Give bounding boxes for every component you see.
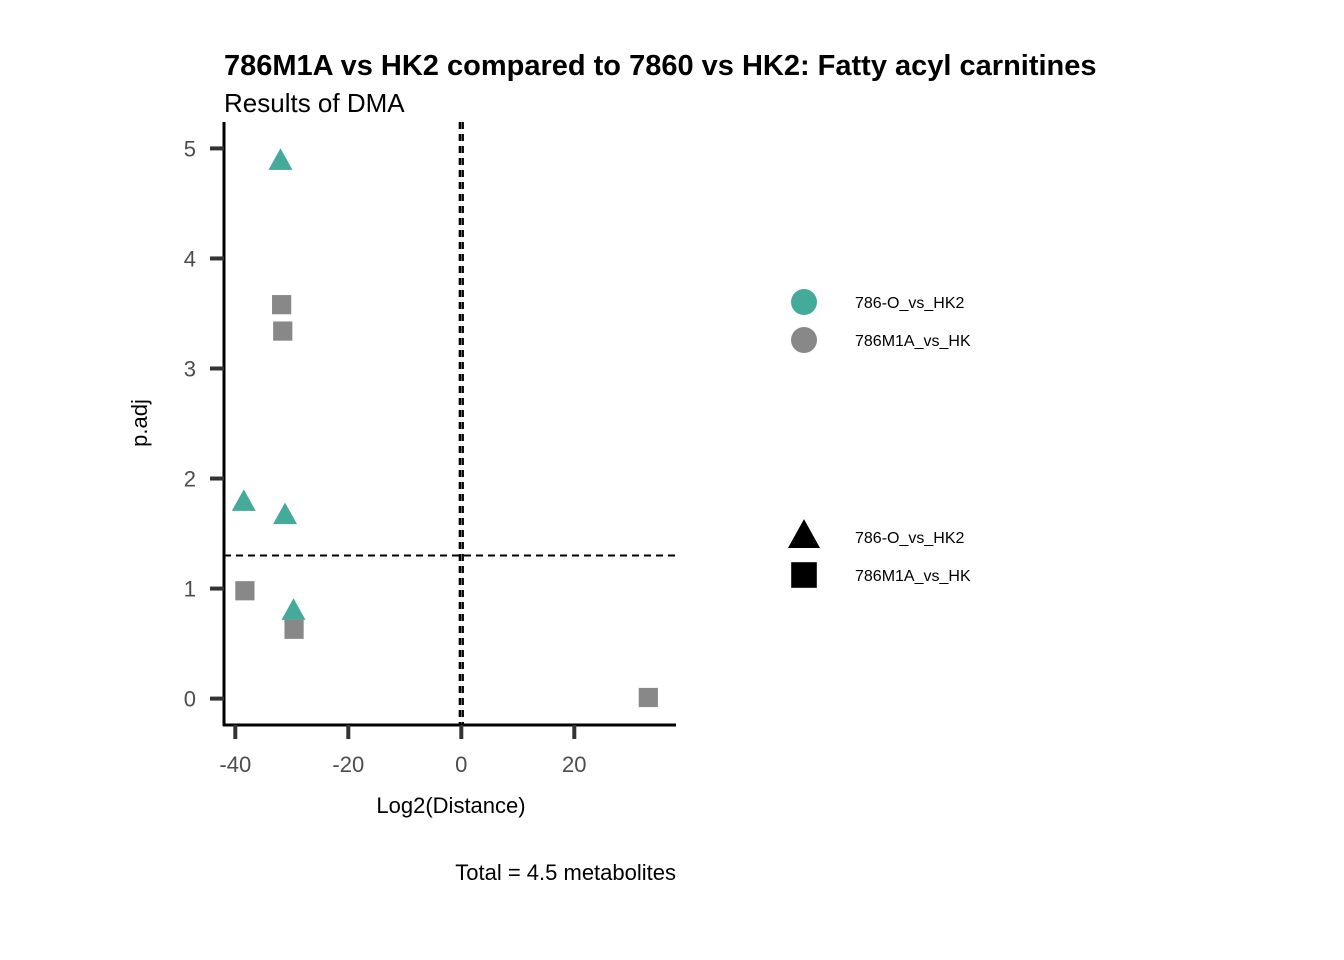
y-tick-label: 3 [184,356,196,381]
data-points [231,148,658,708]
legend-shape-key-1 [791,562,817,588]
legend-color-key-0 [791,289,817,315]
axes [222,122,676,727]
data-point-square-4 [638,687,658,708]
x-tick-label: -20 [332,752,364,777]
reference-lines [224,122,676,725]
data-point-triangle-1 [231,489,256,511]
tick-labels: 0 1 2 3 4 5 -40 -20 0 20 [184,136,587,777]
legend-color-label-0: 786-O_vs_HK2 [855,295,964,312]
chart-subtitle: Results of DMA [224,88,405,118]
y-tick-label: 1 [184,577,196,602]
data-point-square-1 [273,321,293,341]
y-tick-label: 0 [184,687,196,712]
legend-shape-label-1: 786M1A_vs_HK [855,568,971,585]
data-point-square-3 [284,619,304,639]
legend-shape-key-0 [788,519,820,548]
data-point-square-0 [272,295,292,315]
y-tick-label: 5 [184,136,196,161]
data-point-triangle-3 [281,598,306,620]
legend: 786-O_vs_HK2 786M1A_vs_HK 786-O_vs_HK2 786M… [788,289,971,588]
legend-color-key-1 [791,327,817,353]
x-tick-label: 20 [562,752,586,777]
x-tick-label: -40 [219,752,251,777]
chart-title: 786M1A vs HK2 compared to 7860 vs HK2: F… [224,50,1097,82]
data-point-triangle-0 [268,148,293,170]
legend-shape-label-0: 786-O_vs_HK2 [855,530,964,547]
legend-color-label-1: 786M1A_vs_HK [855,333,971,350]
data-point-triangle-2 [273,502,298,525]
x-axis-title: Log2(Distance) [376,793,525,818]
data-point-square-2 [235,581,255,601]
chart-caption: Total = 4.5 metabolites [455,860,676,885]
y-tick-label: 4 [184,246,196,271]
x-tick-label: 0 [455,752,467,777]
y-tick-label: 2 [184,467,196,492]
y-axis-title: p.adj [127,399,152,447]
